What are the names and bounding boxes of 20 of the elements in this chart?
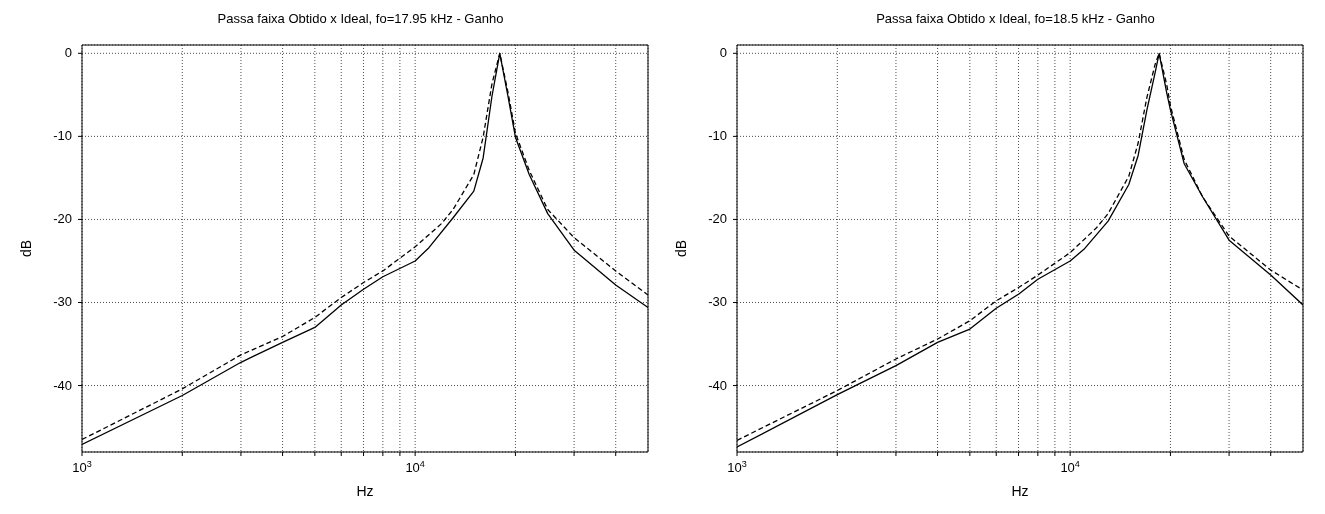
y-tick-label: -40	[53, 377, 72, 393]
chart-title: Passa faixa Obtido x Ideal, fo=18.5 kHz - Ganho	[875, 10, 1156, 28]
chart-title: Passa faixa Obtido x Ideal, fo=17.95 kHz - Ganho	[216, 10, 505, 28]
x-tick-label: 10$^{3}$	[72, 459, 92, 475]
x-axis-title: Hz	[1011, 483, 1029, 499]
x-tick-label: 10$^{3}$	[727, 459, 747, 475]
y-tick-label: -30	[708, 294, 727, 310]
y-tick-label: -20	[53, 211, 72, 227]
y-tick-label: 0	[719, 45, 727, 61]
x-tick-label: 10$^{4}$	[1060, 459, 1080, 475]
y-tick-label: -30	[53, 294, 72, 310]
y-tick-label: -40	[708, 377, 727, 393]
y-tick-label: 0	[64, 45, 72, 61]
x-axis-title: Hz	[356, 483, 374, 499]
y-tick-label: -10	[708, 128, 727, 144]
y-axis-title: dB	[672, 239, 689, 258]
y-axis-title: dB	[17, 239, 34, 258]
y-tick-label: -20	[708, 211, 727, 227]
y-tick-label: -10	[53, 128, 72, 144]
x-tick-label: 10$^{4}$	[405, 459, 425, 475]
